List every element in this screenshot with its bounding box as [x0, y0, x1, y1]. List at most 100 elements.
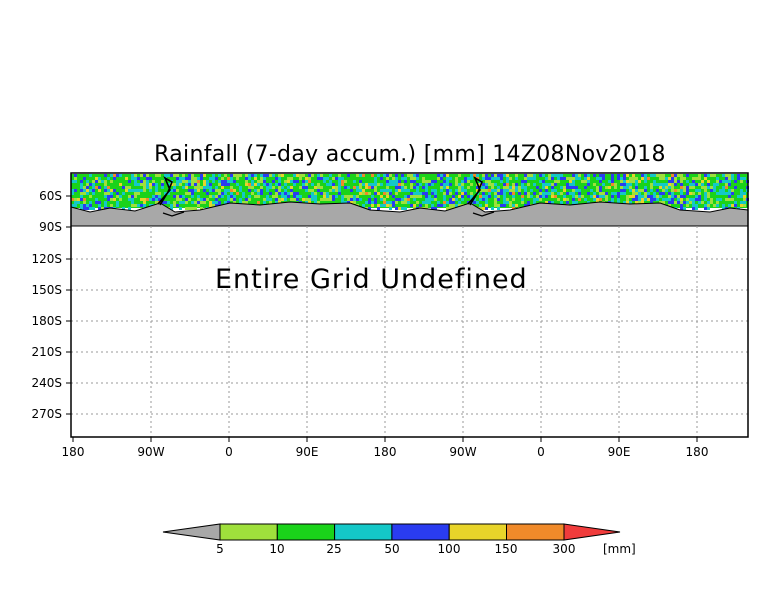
- coastline-peninsula: [157, 176, 174, 206]
- rain-cell: [293, 198, 296, 201]
- rain-cell: [407, 189, 410, 192]
- rain-cell: [572, 183, 575, 186]
- rain-cell: [389, 201, 392, 204]
- rain-cell: [521, 198, 524, 201]
- rain-cell: [269, 201, 272, 204]
- rain-cell: [500, 192, 503, 195]
- rain-cell: [176, 177, 179, 180]
- rain-cell: [593, 192, 596, 195]
- rain-cell: [509, 192, 512, 195]
- rain-cell: [161, 180, 164, 183]
- rain-cell: [155, 198, 158, 201]
- rain-cell: [251, 174, 254, 177]
- rain-cell: [668, 192, 671, 195]
- rain-cell: [692, 180, 695, 183]
- rain-cell: [644, 177, 647, 180]
- rain-cell: [317, 174, 320, 177]
- rain-cell: [110, 195, 113, 198]
- rain-cell: [314, 195, 317, 198]
- rain-cell: [299, 177, 302, 180]
- rain-cell: [719, 198, 722, 201]
- rain-cell: [566, 177, 569, 180]
- rain-cell: [404, 180, 407, 183]
- rain-cell: [506, 174, 509, 177]
- rain-cell: [350, 195, 353, 198]
- rain-cell: [80, 195, 83, 198]
- rain-cell: [359, 198, 362, 201]
- rain-cell: [713, 189, 716, 192]
- rain-cell: [599, 198, 602, 201]
- rain-cell: [296, 198, 299, 201]
- rain-cell: [551, 189, 554, 192]
- rain-cell: [524, 186, 527, 189]
- rain-cell: [644, 198, 647, 201]
- rain-cell: [494, 204, 497, 207]
- map-title: Rainfall (7-day accum.) [mm] 14Z08Nov201…: [154, 142, 666, 167]
- rain-cell: [425, 180, 428, 183]
- rain-cell: [371, 174, 374, 177]
- rain-cell: [104, 195, 107, 198]
- rain-cell: [689, 183, 692, 186]
- rain-cell: [155, 195, 158, 198]
- rain-cell: [320, 198, 323, 201]
- rain-cell: [410, 177, 413, 180]
- rain-cell: [350, 198, 353, 201]
- rain-cell: [695, 195, 698, 198]
- rain-cell: [692, 192, 695, 195]
- rain-cell: [224, 180, 227, 183]
- rain-cell: [638, 201, 641, 204]
- rain-cell: [287, 177, 290, 180]
- rain-cell: [227, 195, 230, 198]
- rain-cell: [629, 183, 632, 186]
- rain-cell: [140, 204, 143, 207]
- rain-cell: [638, 195, 641, 198]
- rain-cell: [128, 195, 131, 198]
- rain-cell: [110, 189, 113, 192]
- rain-cell: [641, 189, 644, 192]
- rain-cell: [449, 201, 452, 204]
- rain-cell: [74, 198, 77, 201]
- rain-cell: [275, 189, 278, 192]
- rain-cell: [374, 180, 377, 183]
- rain-cell: [80, 183, 83, 186]
- lat-label: 120S: [31, 252, 62, 266]
- rain-cell: [371, 201, 374, 204]
- rain-cell: [197, 186, 200, 189]
- rain-cell: [359, 189, 362, 192]
- rain-cell: [260, 174, 263, 177]
- rain-cell: [338, 180, 341, 183]
- rain-cell: [716, 177, 719, 180]
- rain-cell: [626, 186, 629, 189]
- rain-cell: [236, 177, 239, 180]
- rain-cell: [254, 174, 257, 177]
- rain-cell: [713, 204, 716, 207]
- rain-cell: [596, 186, 599, 189]
- rain-cell: [389, 189, 392, 192]
- rain-cell: [596, 195, 599, 198]
- rain-cell: [203, 174, 206, 177]
- rain-cell: [674, 183, 677, 186]
- rain-cell: [89, 174, 92, 177]
- rain-cell: [107, 177, 110, 180]
- rain-cell: [359, 180, 362, 183]
- rain-cell: [506, 189, 509, 192]
- rain-cell: [680, 180, 683, 183]
- rain-cell: [551, 186, 554, 189]
- rain-cell: [74, 177, 77, 180]
- rain-cell: [596, 189, 599, 192]
- rain-cell: [392, 195, 395, 198]
- rain-cell: [188, 192, 191, 195]
- rain-cell: [263, 180, 266, 183]
- rain-cell: [224, 201, 227, 204]
- rain-cell: [266, 189, 269, 192]
- rain-cell: [83, 204, 86, 207]
- rain-cell: [185, 207, 188, 210]
- undefined-grid-message: Entire Grid Undefined: [215, 264, 528, 295]
- rain-cell: [356, 189, 359, 192]
- rain-cell: [500, 177, 503, 180]
- rain-cell: [740, 201, 743, 204]
- rain-cell: [290, 180, 293, 183]
- rain-cell: [182, 174, 185, 177]
- rain-cell: [281, 198, 284, 201]
- rain-cell: [152, 198, 155, 201]
